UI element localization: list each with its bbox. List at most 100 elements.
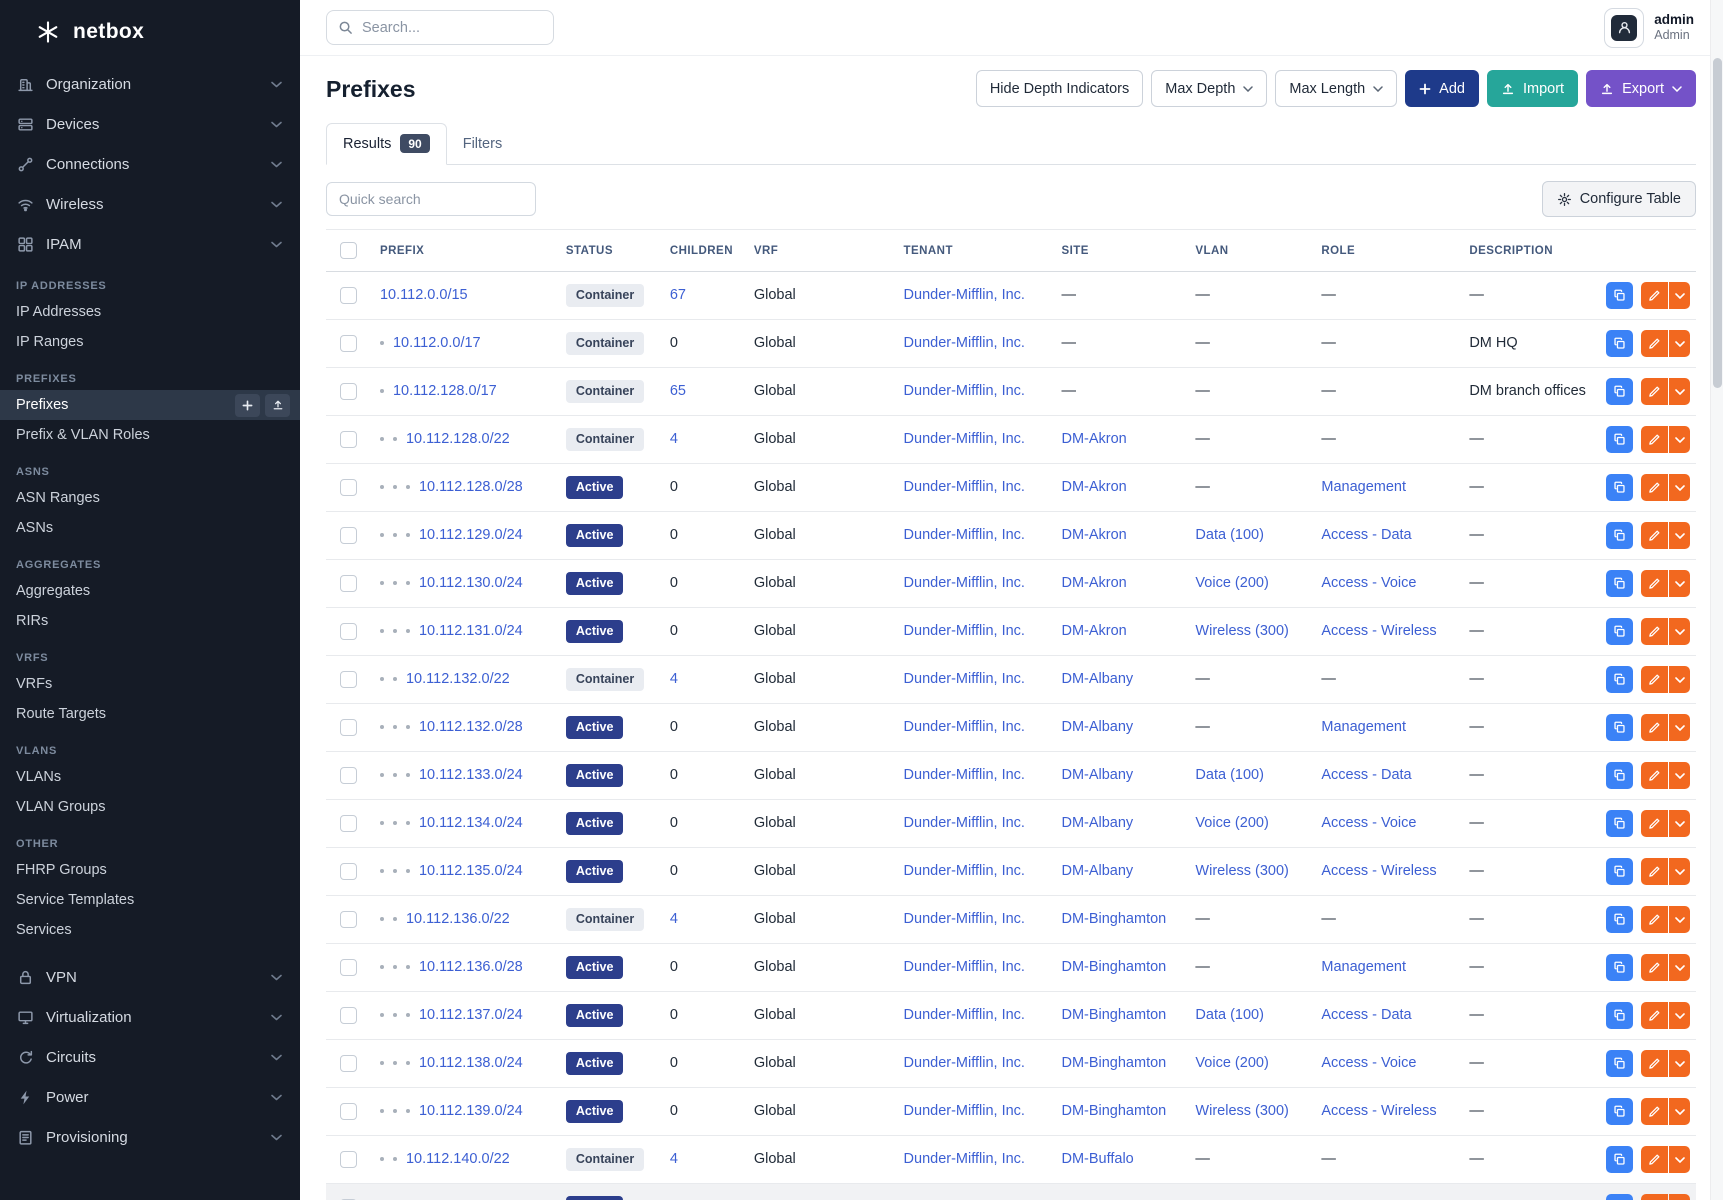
edit-button[interactable]	[1641, 570, 1668, 597]
tenant-link[interactable]: Dunder-Mifflin, Inc.	[903, 911, 1025, 927]
column-header-description[interactable]: DESCRIPTION	[1459, 229, 1596, 272]
row-checkbox[interactable]	[340, 622, 357, 640]
row-checkbox[interactable]	[340, 814, 357, 832]
edit-button[interactable]	[1641, 618, 1668, 645]
copy-button[interactable]	[1606, 1002, 1633, 1029]
user-menu[interactable]: admin Admin	[1604, 7, 1694, 48]
vlan-link[interactable]: Voice (200)	[1195, 815, 1269, 831]
tenant-link[interactable]: Dunder-Mifflin, Inc.	[903, 431, 1025, 447]
edit-button[interactable]	[1641, 330, 1668, 357]
edit-button[interactable]	[1641, 810, 1668, 837]
row-dropdown-button[interactable]	[1669, 1194, 1690, 1200]
max-length-dropdown[interactable]: Max Length	[1275, 70, 1398, 107]
prefix-link[interactable]: 10.112.0.0/15	[379, 287, 468, 303]
sidebar-group-virtualization[interactable]: Virtualization	[0, 997, 300, 1037]
edit-button[interactable]	[1641, 1146, 1668, 1173]
prefix-link[interactable]: 10.112.139.0/24	[418, 1103, 523, 1119]
prefix-link[interactable]: 10.112.136.0/22	[405, 911, 510, 927]
column-header-tenant[interactable]: TENANT	[893, 229, 1052, 272]
site-link[interactable]: DM-Albany	[1061, 719, 1134, 735]
row-dropdown-button[interactable]	[1669, 762, 1690, 789]
copy-button[interactable]	[1606, 810, 1633, 837]
site-link[interactable]: DM-Akron	[1061, 527, 1127, 543]
prefix-link[interactable]: 10.112.134.0/24	[418, 815, 523, 831]
import-button[interactable]: Import	[1486, 70, 1579, 107]
role-link[interactable]: Access - Wireless	[1321, 1103, 1437, 1119]
row-checkbox[interactable]	[340, 910, 357, 928]
row-checkbox[interactable]	[340, 1006, 357, 1024]
vlan-link[interactable]: Wireless (300)	[1195, 1103, 1289, 1119]
add-button[interactable]: Add	[1405, 70, 1479, 107]
row-checkbox[interactable]	[340, 958, 357, 976]
row-dropdown-button[interactable]	[1669, 282, 1690, 309]
copy-button[interactable]	[1606, 1050, 1633, 1077]
hide-depth-indicators-button[interactable]: Hide Depth Indicators	[975, 70, 1144, 107]
edit-button[interactable]	[1641, 1002, 1668, 1029]
sidebar-group-power[interactable]: Power	[0, 1077, 300, 1117]
row-dropdown-button[interactable]	[1669, 714, 1690, 741]
edit-button[interactable]	[1641, 762, 1668, 789]
tenant-link[interactable]: Dunder-Mifflin, Inc.	[903, 287, 1025, 303]
vlan-link[interactable]: Voice (200)	[1195, 575, 1269, 591]
column-header-status[interactable]: STATUS	[555, 229, 660, 272]
select-all-checkbox[interactable]	[340, 242, 357, 259]
tenant-link[interactable]: Dunder-Mifflin, Inc.	[903, 335, 1025, 351]
tenant-link[interactable]: Dunder-Mifflin, Inc.	[903, 671, 1025, 687]
row-dropdown-button[interactable]	[1669, 330, 1690, 357]
vlan-link[interactable]: Voice (200)	[1195, 1055, 1269, 1071]
site-link[interactable]: DM-Akron	[1061, 575, 1127, 591]
quick-search-input[interactable]	[326, 182, 536, 216]
column-header-role[interactable]: ROLE	[1311, 229, 1460, 272]
edit-button[interactable]	[1641, 474, 1668, 501]
row-dropdown-button[interactable]	[1669, 522, 1690, 549]
vlan-link[interactable]: Wireless (300)	[1195, 863, 1289, 879]
row-checkbox[interactable]	[340, 478, 357, 496]
row-checkbox[interactable]	[340, 766, 357, 784]
edit-button[interactable]	[1641, 1194, 1668, 1200]
sidebar-group-provisioning[interactable]: Provisioning	[0, 1117, 300, 1157]
site-link[interactable]: DM-Albany	[1061, 863, 1134, 879]
prefix-link[interactable]: 10.112.138.0/24	[418, 1055, 523, 1071]
prefix-link[interactable]: 10.112.135.0/24	[418, 863, 523, 879]
edit-button[interactable]	[1641, 282, 1668, 309]
vlan-link[interactable]: Data (100)	[1195, 527, 1264, 543]
copy-button[interactable]	[1606, 474, 1633, 501]
row-dropdown-button[interactable]	[1669, 618, 1690, 645]
row-dropdown-button[interactable]	[1669, 858, 1690, 885]
copy-button[interactable]	[1606, 426, 1633, 453]
role-link[interactable]: Access - Data	[1321, 1007, 1412, 1023]
sidebar-item-services[interactable]: Services	[0, 915, 300, 945]
children-link[interactable]: 4	[669, 671, 678, 687]
prefix-link[interactable]: 10.112.132.0/22	[405, 671, 510, 687]
copy-button[interactable]	[1606, 618, 1633, 645]
sidebar-item-asns[interactable]: ASNs	[0, 513, 300, 543]
sidebar-quick-import-button[interactable]	[265, 393, 290, 417]
copy-button[interactable]	[1606, 282, 1633, 309]
tenant-link[interactable]: Dunder-Mifflin, Inc.	[903, 959, 1025, 975]
tab-filters[interactable]: Filters	[447, 123, 518, 165]
role-link[interactable]: Access - Data	[1321, 527, 1412, 543]
scrollbar-thumb[interactable]	[1713, 58, 1722, 388]
column-header-prefix[interactable]: PREFIX	[369, 229, 556, 272]
sidebar-item-asn-ranges[interactable]: ASN Ranges	[0, 483, 300, 513]
tenant-link[interactable]: Dunder-Mifflin, Inc.	[903, 863, 1025, 879]
row-checkbox[interactable]	[340, 1150, 357, 1168]
column-header-site[interactable]: SITE	[1051, 229, 1186, 272]
site-link[interactable]: DM-Buffalo	[1061, 1151, 1134, 1167]
children-link[interactable]: 4	[669, 911, 678, 927]
sidebar-group-organization[interactable]: Organization	[0, 64, 300, 104]
tenant-link[interactable]: Dunder-Mifflin, Inc.	[903, 479, 1025, 495]
edit-button[interactable]	[1641, 954, 1668, 981]
sidebar-item-ip-addresses[interactable]: IP Addresses	[0, 297, 300, 327]
tenant-link[interactable]: Dunder-Mifflin, Inc.	[903, 719, 1025, 735]
vlan-link[interactable]: Wireless (300)	[1195, 623, 1289, 639]
row-checkbox[interactable]	[340, 1054, 357, 1072]
copy-button[interactable]	[1606, 570, 1633, 597]
edit-button[interactable]	[1641, 906, 1668, 933]
role-link[interactable]: Access - Voice	[1321, 575, 1417, 591]
prefix-link[interactable]: 10.112.129.0/24	[418, 527, 523, 543]
search-input[interactable]	[326, 10, 554, 45]
row-checkbox[interactable]	[340, 382, 357, 400]
row-dropdown-button[interactable]	[1669, 906, 1690, 933]
tenant-link[interactable]: Dunder-Mifflin, Inc.	[903, 1007, 1025, 1023]
